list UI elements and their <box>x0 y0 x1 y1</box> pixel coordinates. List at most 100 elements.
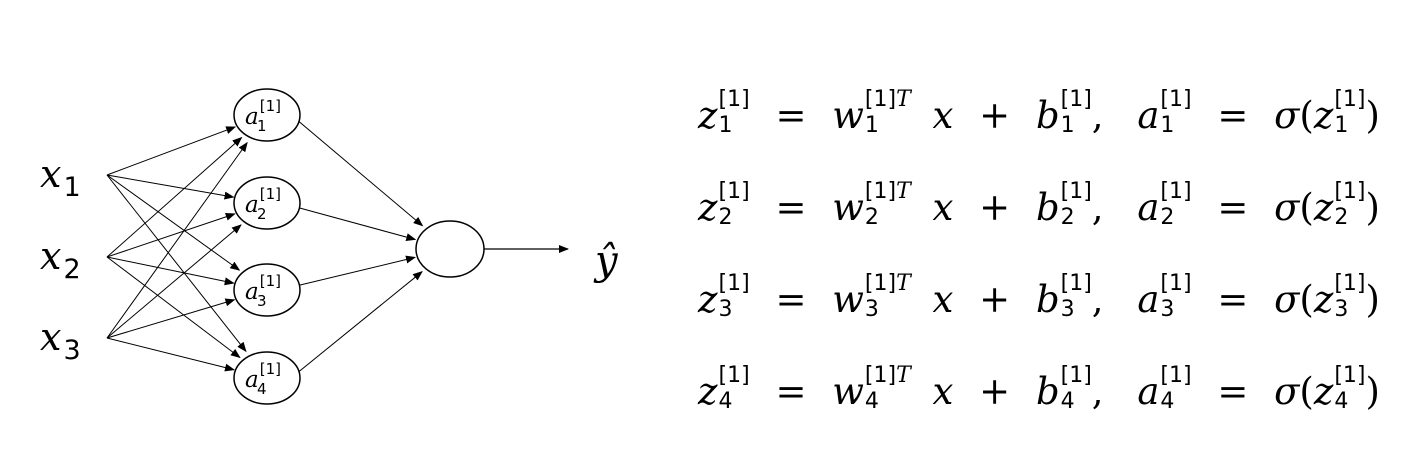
eq-plus: + <box>979 94 1011 137</box>
eq-rparen: ) <box>1365 370 1380 413</box>
eq-z-layer: [1] <box>718 362 750 388</box>
eq-plus: + <box>979 370 1011 413</box>
eq-z-index: 1 <box>718 112 733 138</box>
eq-sigma: σ <box>1274 186 1300 229</box>
edge-a4-output <box>295 271 423 375</box>
eq-w-layer: [1] <box>864 362 897 388</box>
hidden-node-label-1: a[1] 1 <box>245 97 281 135</box>
edge-a3-output <box>295 255 416 287</box>
hidden-layer: [1] <box>260 272 281 290</box>
eq-w-var: w <box>832 186 864 229</box>
eq-z-var-2: z <box>1313 278 1334 321</box>
edge-x1-a3 <box>106 174 241 271</box>
eq-z-index-2: 3 <box>1334 296 1349 322</box>
eq-a-layer: [1] <box>1160 178 1192 204</box>
eq-z-layer: [1] <box>718 270 750 296</box>
hidden-index: 2 <box>257 205 267 223</box>
hidden-layer: [1] <box>260 97 281 115</box>
output-node <box>415 220 485 278</box>
eq-z-layer-2: [1] <box>1334 270 1366 296</box>
eq-a-index: 3 <box>1160 296 1175 322</box>
input-index: 3 <box>63 335 80 366</box>
eq-w-index: 1 <box>864 112 879 138</box>
eq-b-index: 2 <box>1060 204 1075 230</box>
eq-rparen: ) <box>1365 278 1380 321</box>
eq-rparen: ) <box>1365 186 1380 229</box>
hidden-index: 4 <box>257 380 267 398</box>
eq-a-layer: [1] <box>1160 362 1192 388</box>
eq-comma: , <box>1091 278 1104 321</box>
eq-plus: + <box>979 278 1011 321</box>
hidden-index: 1 <box>257 117 267 135</box>
eq-z-var-2: z <box>1313 94 1334 137</box>
edge-x3-a1 <box>106 141 248 339</box>
eq-lparen: ( <box>1299 186 1314 229</box>
eq-transpose: T <box>896 86 911 112</box>
eq-z-index: 3 <box>718 296 733 322</box>
eq-sigma: σ <box>1274 94 1300 137</box>
eq-equals-2: = <box>1217 186 1249 229</box>
eq-a-var: a <box>1137 278 1160 321</box>
eq-lparen: ( <box>1299 94 1314 137</box>
hidden-node-1 <box>233 88 301 142</box>
eq-w-var: w <box>832 94 864 137</box>
edge-x3-a2 <box>106 224 242 339</box>
eq-lparen: ( <box>1299 278 1314 321</box>
output-label: ŷ <box>593 238 619 284</box>
eq-z-layer: [1] <box>718 86 750 112</box>
eq-z-layer-2: [1] <box>1334 86 1366 112</box>
hidden-var: a <box>245 367 259 393</box>
eq-x-var: x <box>932 94 954 137</box>
eq-b-var: b <box>1035 278 1060 321</box>
eq-a-layer: [1] <box>1160 86 1192 112</box>
eq-z-layer-2: [1] <box>1334 178 1366 204</box>
eq-equals: = <box>775 370 807 413</box>
eq-comma: , <box>1091 186 1104 229</box>
hidden-layer: [1] <box>260 360 281 378</box>
eq-w-var: w <box>832 370 864 413</box>
edge-x2-a1 <box>106 136 243 258</box>
edge-x1-a2 <box>106 174 235 200</box>
equation-row-3: z [1] 3 = w [1]T 3 x + b [1] 3, a [1] 3 = σ(z [1]… <box>698 254 1380 346</box>
edge-a2-output <box>295 206 417 242</box>
input-index: 2 <box>63 254 80 285</box>
eq-x-var: x <box>932 370 954 413</box>
equations-panel: z [1] 1 = w [1]T 1 x + b [1] 1, a [1] 1 = σ(z [1]… <box>698 70 1380 438</box>
input-var: x <box>40 152 61 196</box>
eq-b-var: b <box>1035 186 1060 229</box>
eq-b-index: 3 <box>1060 296 1075 322</box>
eq-z-layer: [1] <box>718 178 750 204</box>
eq-b-var: b <box>1035 94 1060 137</box>
eq-w-index: 2 <box>864 204 879 230</box>
hidden-var: a <box>245 279 259 305</box>
hidden-node-4 <box>233 351 301 405</box>
hidden-node-3 <box>233 263 301 317</box>
hidden-index: 3 <box>257 292 267 310</box>
eq-a-index: 4 <box>1160 388 1175 414</box>
hidden-layer: [1] <box>260 185 281 203</box>
eq-b-layer: [1] <box>1060 86 1092 112</box>
eq-a-var: a <box>1137 370 1160 413</box>
eq-plus: + <box>979 186 1011 229</box>
eq-z-var: z <box>698 370 718 413</box>
equation-row-1: z [1] 1 = w [1]T 1 x + b [1] 1, a [1] 1 = σ(z [1]… <box>698 70 1380 162</box>
eq-z-index-2: 4 <box>1334 388 1349 414</box>
eq-w-layer: [1] <box>864 178 897 204</box>
hidden-node-label-3: a[1] 3 <box>245 272 281 310</box>
edge-x3-a4 <box>106 337 235 372</box>
eq-z-var-2: z <box>1313 186 1334 229</box>
eq-z-var: z <box>698 94 718 137</box>
eq-x-var: x <box>932 278 954 321</box>
eq-b-index: 1 <box>1060 112 1075 138</box>
eq-lparen: ( <box>1299 370 1314 413</box>
hidden-node-label-4: a[1] 4 <box>245 360 281 398</box>
eq-transpose: T <box>896 178 911 204</box>
eq-z-var: z <box>698 278 718 321</box>
hidden-var: a <box>245 104 259 130</box>
hidden-var: a <box>245 192 259 218</box>
equation-row-4: z [1] 4 = w [1]T 4 x + b [1] 4, a [1] 4 = σ(z [1]… <box>698 346 1380 438</box>
eq-w-layer: [1] <box>864 86 897 112</box>
eq-z-var: z <box>698 186 718 229</box>
eq-transpose: T <box>896 270 911 296</box>
eq-equals: = <box>775 278 807 321</box>
